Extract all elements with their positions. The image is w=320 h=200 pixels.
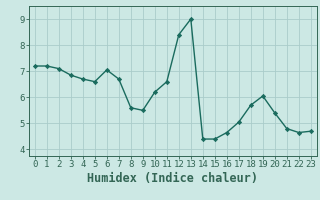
X-axis label: Humidex (Indice chaleur): Humidex (Indice chaleur) [87, 172, 258, 185]
